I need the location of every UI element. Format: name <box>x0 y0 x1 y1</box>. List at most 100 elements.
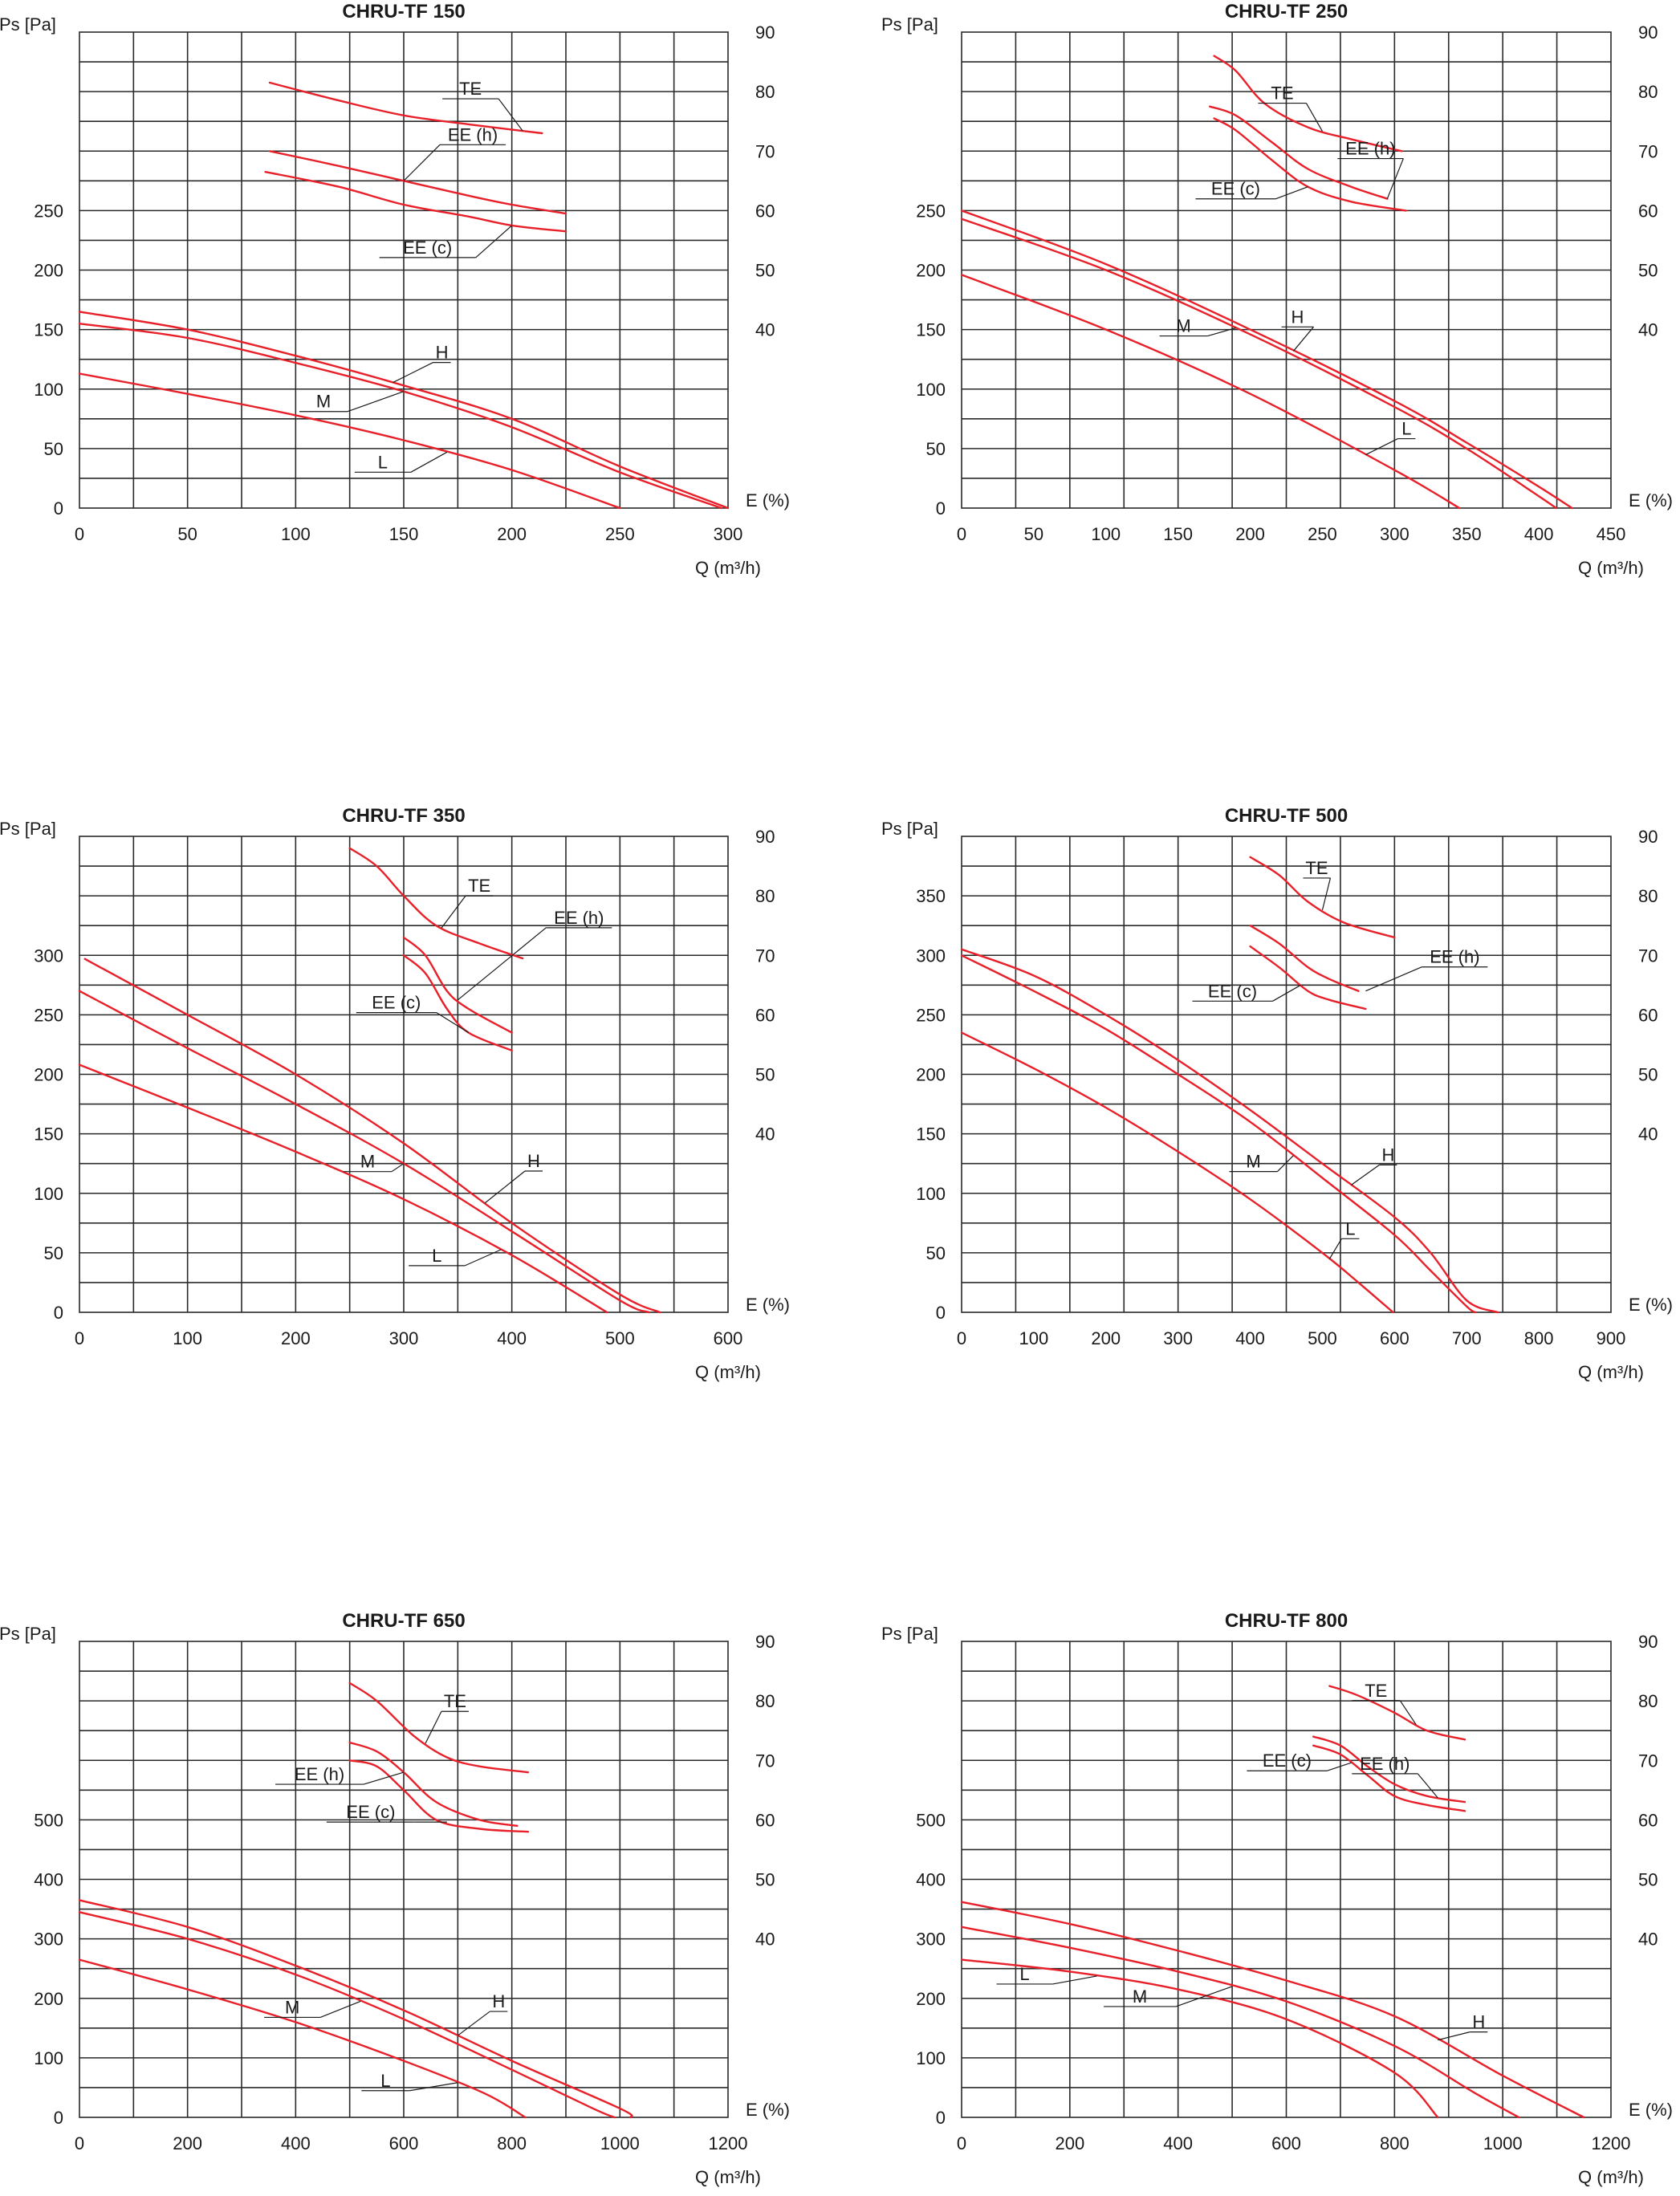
leader-line <box>457 927 547 1001</box>
y2-tick-label: 40 <box>755 320 775 340</box>
curve-ee-c <box>264 171 567 233</box>
y-tick-label: 0 <box>54 2108 63 2128</box>
curve-label: EE (h) <box>1360 1754 1409 1774</box>
y2-tick-label: 50 <box>755 261 775 281</box>
y-tick-label: 50 <box>44 1243 63 1263</box>
x-tick-label: 200 <box>173 2133 202 2153</box>
y2-tick-label: 90 <box>1638 22 1658 43</box>
x-tick-label: 100 <box>281 524 311 544</box>
y2-tick-label: 70 <box>1638 141 1658 161</box>
chart-title: CHRU-TF 250 <box>1225 1 1348 22</box>
curve-label: TE <box>459 79 482 99</box>
x-tick-label: 200 <box>497 524 527 544</box>
x-axis-label: Q (m³/h) <box>695 558 761 578</box>
y2-tick-label: 50 <box>755 1065 775 1085</box>
x-tick-label: 50 <box>177 524 197 544</box>
curve-label: L <box>378 452 388 472</box>
y-tick-label: 100 <box>916 2048 946 2068</box>
x-tick-label: 100 <box>1019 1328 1049 1348</box>
curve-te <box>348 1682 530 1774</box>
curve-te <box>1328 1685 1466 1741</box>
x-tick-label: 400 <box>497 1328 527 1348</box>
x-axis-label: Q (m³/h) <box>1578 558 1644 578</box>
leader-line <box>498 98 523 132</box>
x-tick-label: 300 <box>714 524 743 544</box>
x-tick-label: 1000 <box>1483 2133 1523 2153</box>
curve-label: EE (c) <box>346 1802 395 1822</box>
y2-tick-label: 70 <box>1638 946 1658 966</box>
x-tick-label: 450 <box>1597 524 1626 544</box>
y-axis-label: Ps [Pa] <box>881 14 938 35</box>
curve-m <box>960 218 1557 510</box>
y-tick-label: 250 <box>916 1005 946 1025</box>
y2-axis-label: E (%) <box>746 2100 790 2120</box>
y2-tick-label: 60 <box>755 201 775 221</box>
curve-m <box>960 954 1477 1314</box>
y-tick-label: 50 <box>926 1243 946 1263</box>
curve-label: H <box>1292 307 1304 327</box>
curve-label: H <box>436 343 449 363</box>
y-tick-label: 100 <box>916 380 946 400</box>
x-tick-label: 350 <box>1452 524 1482 544</box>
y-tick-label: 300 <box>916 946 946 966</box>
curve-label: EE (h) <box>295 1764 344 1784</box>
y2-axis-label: E (%) <box>1629 1295 1673 1315</box>
y-tick-label: 350 <box>916 886 946 906</box>
x-tick-label: 100 <box>1091 524 1121 544</box>
leader-line <box>1207 327 1236 337</box>
x-tick-label: 600 <box>389 2133 419 2153</box>
x-tick-label: 300 <box>1163 1328 1193 1348</box>
curve-te <box>1249 856 1396 939</box>
y-tick-label: 300 <box>916 1930 946 1950</box>
y2-tick-label: 70 <box>755 946 775 966</box>
y2-tick-label: 50 <box>755 1870 775 1890</box>
curve-label: H <box>1472 2012 1485 2032</box>
leader-line <box>475 225 513 258</box>
chart-title: CHRU-TF 150 <box>342 1 465 22</box>
leader-line <box>425 1710 442 1744</box>
grid <box>961 31 1612 509</box>
leader-line <box>1365 966 1422 992</box>
x-tick-label: 100 <box>173 1328 202 1348</box>
curve-label: M <box>316 392 331 412</box>
y-tick-label: 150 <box>916 1124 946 1145</box>
y2-tick-label: 90 <box>755 22 775 43</box>
y2-tick-label: 80 <box>755 82 775 102</box>
curve-l <box>78 372 621 510</box>
y2-axis-label: E (%) <box>746 1295 790 1315</box>
x-axis-label: Q (m³/h) <box>1578 2167 1644 2187</box>
curve-label: EE (c) <box>372 993 421 1013</box>
curve-label: TE <box>444 1691 466 1711</box>
x-tick-label: 600 <box>1271 2133 1301 2153</box>
curve-l <box>960 1958 1439 2119</box>
curve-label: H <box>527 1151 540 1171</box>
leader-line <box>457 2011 490 2036</box>
leader-line <box>1417 1773 1438 1799</box>
leader-line <box>1438 2031 1471 2041</box>
leader-line <box>1052 1975 1097 1985</box>
leader-line <box>363 1771 405 1785</box>
y-tick-label: 200 <box>34 1065 63 1085</box>
y-tick-label: 200 <box>916 1989 946 2009</box>
y-tick-label: 0 <box>936 498 946 518</box>
y-axis-label: Ps [Pa] <box>0 819 56 839</box>
curve-ee-c <box>1249 945 1367 1011</box>
x-tick-label: 400 <box>1235 1328 1265 1348</box>
x-tick-label: 1200 <box>709 2133 748 2153</box>
y2-tick-label: 60 <box>1638 201 1658 221</box>
x-tick-label: 1000 <box>600 2133 640 2153</box>
y2-axis-label: E (%) <box>1629 490 1673 510</box>
curve-te <box>348 847 524 960</box>
x-tick-label: 500 <box>1308 1328 1337 1348</box>
curve-ee-h <box>268 150 567 215</box>
curve-label: L <box>1345 1218 1355 1238</box>
x-tick-label: 900 <box>1597 1328 1626 1348</box>
curve-label: TE <box>1271 83 1293 104</box>
x-tick-label: 250 <box>605 524 635 544</box>
x-tick-label: 200 <box>1091 1328 1121 1348</box>
curve-m <box>78 1911 616 2119</box>
grid <box>961 1641 1612 2118</box>
